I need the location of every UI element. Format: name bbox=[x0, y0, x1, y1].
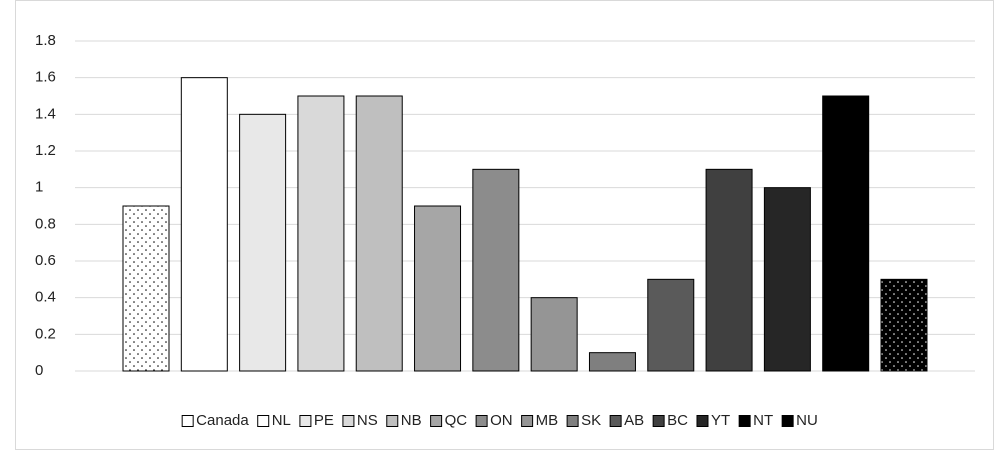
legend-label: YT bbox=[711, 412, 730, 429]
bar bbox=[530, 297, 578, 372]
legend-label: BC bbox=[667, 412, 688, 429]
y-tick-label: 1.6 bbox=[35, 69, 56, 86]
legend-label: MB bbox=[536, 412, 559, 429]
bar bbox=[355, 95, 403, 372]
y-tick-label: 0.8 bbox=[35, 215, 56, 232]
bar bbox=[239, 113, 287, 372]
y-tick-label: 1.2 bbox=[35, 142, 56, 159]
y-tick-label: 0 bbox=[35, 362, 43, 379]
legend-swatch bbox=[566, 415, 579, 427]
legend-swatch bbox=[430, 415, 443, 427]
bar bbox=[763, 187, 811, 372]
y-tick-label: 0.6 bbox=[35, 252, 56, 269]
legend-label: SK bbox=[581, 412, 601, 429]
legend-swatch bbox=[738, 415, 751, 427]
legend-label: AB bbox=[624, 412, 644, 429]
legend-label: NB bbox=[401, 412, 422, 429]
bar bbox=[472, 168, 520, 372]
legend-label: PE bbox=[314, 412, 334, 429]
legend-swatch bbox=[181, 415, 194, 427]
bar bbox=[880, 278, 928, 372]
legend-swatch bbox=[257, 415, 270, 427]
legend-swatch bbox=[299, 415, 312, 427]
legend-label: Canada bbox=[196, 412, 249, 429]
bar bbox=[122, 205, 170, 372]
legend-label: QC bbox=[445, 412, 468, 429]
bar bbox=[588, 352, 636, 372]
legend-swatch bbox=[342, 415, 355, 427]
y-tick-label: 1.4 bbox=[35, 105, 56, 122]
bar bbox=[705, 168, 753, 372]
legend-swatch bbox=[475, 415, 488, 427]
y-tick-label: 0.4 bbox=[35, 289, 56, 306]
legend-label: NT bbox=[753, 412, 773, 429]
legend-swatch bbox=[521, 415, 534, 427]
bar bbox=[180, 77, 228, 372]
y-tick-label: 1 bbox=[35, 179, 43, 196]
legend-label: NU bbox=[796, 412, 818, 429]
bar bbox=[297, 95, 345, 372]
bar bbox=[414, 205, 462, 372]
legend-swatch bbox=[696, 415, 709, 427]
legend-label: NS bbox=[357, 412, 378, 429]
y-tick-label: 0.2 bbox=[35, 325, 56, 342]
legend-swatch bbox=[652, 415, 665, 427]
legend-label: ON bbox=[490, 412, 513, 429]
legend-swatch bbox=[781, 415, 794, 427]
bar bbox=[647, 278, 695, 372]
chart-border bbox=[15, 0, 994, 450]
y-tick-label: 1.8 bbox=[35, 32, 56, 49]
legend-label: NL bbox=[272, 412, 291, 429]
bar bbox=[822, 95, 870, 372]
legend-swatch bbox=[609, 415, 622, 427]
legend-swatch bbox=[386, 415, 399, 427]
